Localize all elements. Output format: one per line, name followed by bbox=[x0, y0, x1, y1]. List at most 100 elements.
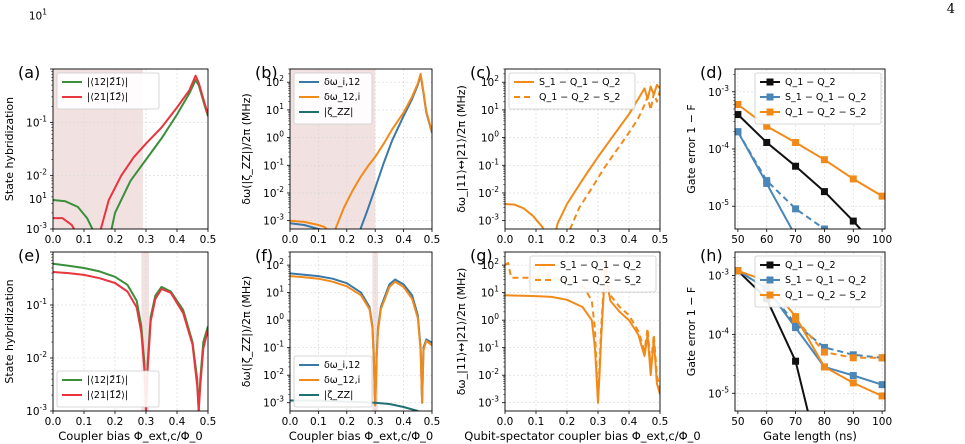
legend-entry: |⟨12|2̄1̄⟩| bbox=[87, 77, 128, 88]
x-tick-label: 0.2 bbox=[559, 234, 576, 246]
series-line-0 bbox=[505, 83, 660, 229]
chart-panel-b: 0.0 0.1 0.2 0.3 0.4 0.5 10-3 10-2 10-1 100 101 102(… bbox=[240, 63, 441, 246]
y-tick-label: 10-1 bbox=[263, 340, 284, 355]
x-tick-label: 0.1 bbox=[76, 234, 93, 246]
y-tick-label: 101 bbox=[29, 191, 47, 206]
series-line-0 bbox=[53, 79, 208, 229]
y-tick-label: 102 bbox=[266, 74, 284, 89]
panel-label: (d) bbox=[700, 63, 723, 82]
legend-entry: |⟨12|2̄1̄⟩| bbox=[87, 375, 128, 386]
series-line-0 bbox=[737, 113, 862, 229]
panel-label: (e) bbox=[18, 246, 40, 265]
x-tick-label: 100 bbox=[872, 234, 892, 246]
x-tick-label: 0.1 bbox=[310, 416, 327, 428]
legend-entry: δω_12,i bbox=[324, 375, 360, 386]
y-axis-label: δω(|ζ_ZZ|)/2π (MHz) bbox=[240, 276, 253, 387]
x-tick-label: 70 bbox=[789, 416, 802, 428]
x-tick-label: 0.3 bbox=[367, 234, 384, 246]
page-number: 4 bbox=[946, 2, 955, 17]
legend-entry: |⟨21|1̄2̄⟩| bbox=[87, 390, 128, 401]
x-tick-label: 0.5 bbox=[652, 416, 669, 428]
y-tick-label: 10-1 bbox=[478, 340, 499, 355]
y-tick-label: 100 bbox=[266, 130, 284, 145]
y-tick-label: 10-1 bbox=[26, 114, 47, 129]
data-point bbox=[820, 225, 828, 229]
y-tick-label: 102 bbox=[481, 257, 499, 272]
legend-marker bbox=[766, 261, 774, 269]
x-tick-label: 0.4 bbox=[621, 416, 638, 428]
x-axis-label: Gate length (ns) bbox=[763, 429, 857, 443]
legend: Q_1 − Q_2 S_1 − Q_1 − Q_2 Q_1 − Q_2 − S_2 bbox=[754, 255, 882, 308]
data-point bbox=[735, 100, 742, 108]
y-tick-label: 10-3 bbox=[478, 395, 499, 410]
chart-panel-d: 50 60 70 80 90 100 10-5 10-4 10-3 (d) Gate error 1… bbox=[685, 63, 892, 246]
series-line-1 bbox=[53, 271, 208, 411]
y-tick-label: 102 bbox=[481, 74, 499, 89]
data-point bbox=[792, 138, 800, 146]
legend-entry: |ζ_ZZ| bbox=[324, 107, 353, 118]
x-tick-label: 0.2 bbox=[107, 416, 124, 428]
chart-panel-f: 0.0 0.1 0.2 0.3 0.4 0.5 10-3 10-2 10-1 100 101 102(… bbox=[240, 246, 440, 443]
legend-box bbox=[56, 72, 160, 110]
y-tick-label: 101 bbox=[481, 285, 499, 300]
legend-entry: Q_1 − Q_2 − S_2 bbox=[560, 275, 641, 286]
data-point bbox=[792, 320, 800, 328]
x-axis-label: Coupler bias Φ_ext,c/Φ_0 bbox=[289, 429, 433, 443]
data-point bbox=[849, 175, 857, 183]
x-tick-label: 0.5 bbox=[200, 234, 217, 246]
series-line-1 bbox=[290, 275, 432, 407]
y-tick-label: 10-3 bbox=[478, 213, 499, 228]
x-tick-label: 0.5 bbox=[652, 234, 669, 246]
y-tick-label: 10-1 bbox=[263, 157, 284, 172]
axes-frame bbox=[52, 251, 209, 412]
legend-marker bbox=[766, 108, 774, 116]
x-tick-label: 0.3 bbox=[367, 416, 384, 428]
legend: |⟨12|2̄1̄⟩| |⟨21|1̄2̄⟩| bbox=[56, 72, 160, 110]
data-point bbox=[735, 111, 742, 119]
legend-marker bbox=[766, 276, 774, 284]
x-axis-label: Qubit-spectator coupler bias Φ_ext,c/Φ_0 bbox=[464, 429, 700, 443]
y-tick-label: 10-4 bbox=[708, 141, 729, 156]
axes-frame bbox=[734, 251, 886, 412]
y-tick-label: 101 bbox=[266, 285, 284, 300]
y-tick-label: 10-2 bbox=[478, 367, 499, 382]
x-tick-label: 0.3 bbox=[590, 234, 607, 246]
y-axis-label: Gate error 1 − F bbox=[685, 104, 698, 194]
data-point bbox=[792, 205, 800, 213]
x-tick-label: 0.1 bbox=[76, 416, 93, 428]
data-point bbox=[878, 192, 885, 200]
x-tick-label: 0.4 bbox=[169, 416, 186, 428]
x-tick-label: 0.5 bbox=[424, 234, 441, 246]
legend-entry: δω_i,12 bbox=[324, 77, 360, 88]
data-point bbox=[820, 156, 828, 164]
data-point bbox=[820, 363, 828, 371]
data-point bbox=[792, 357, 800, 365]
legend-entry: S_1 − Q_1 − Q_2 bbox=[560, 260, 641, 271]
y-tick-label: 10-3 bbox=[26, 403, 47, 418]
x-tick-label: 0.0 bbox=[45, 416, 62, 428]
data-point bbox=[878, 392, 885, 400]
data-point bbox=[735, 128, 742, 136]
axes-frame bbox=[289, 68, 433, 230]
y-tick-label: 10-5 bbox=[708, 385, 729, 400]
data-point bbox=[763, 177, 771, 185]
panel-label: (f) bbox=[255, 246, 273, 265]
y-tick-label: 10-3 bbox=[26, 221, 47, 236]
legend-entry: S_1 − Q_1 − Q_2 bbox=[785, 275, 866, 286]
y-tick-label: 101 bbox=[266, 102, 284, 117]
data-point bbox=[792, 315, 800, 323]
legend-marker bbox=[766, 291, 774, 299]
x-tick-label: 0.2 bbox=[559, 416, 576, 428]
panel-label: (a) bbox=[18, 63, 40, 82]
data-point bbox=[792, 162, 800, 170]
legend-marker bbox=[766, 93, 774, 101]
legend: δω_i,12 δω_12,i |ζ_ZZ| bbox=[293, 355, 373, 408]
axes-frame bbox=[504, 68, 661, 230]
shaded-region bbox=[372, 252, 379, 411]
x-tick-label: 0.3 bbox=[590, 416, 607, 428]
x-tick-label: 100 bbox=[872, 416, 892, 428]
data-point bbox=[735, 267, 742, 275]
y-tick-label: 10-1 bbox=[478, 157, 499, 172]
data-point bbox=[849, 379, 857, 387]
